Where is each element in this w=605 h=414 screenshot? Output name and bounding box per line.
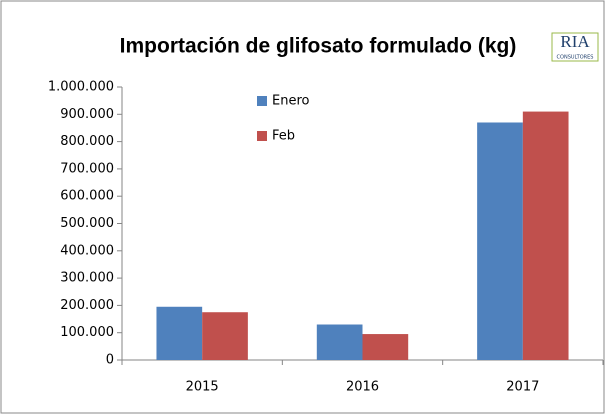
x-tick-label: 2017 xyxy=(506,380,539,395)
bar xyxy=(316,324,363,360)
y-tick-label: 700.000 xyxy=(60,161,114,176)
y-tick-label: 500.000 xyxy=(60,216,114,231)
x-tick-label: 2015 xyxy=(186,380,219,395)
y-tick-label: 400.000 xyxy=(60,243,114,258)
legend-label: Enero xyxy=(272,94,310,109)
y-tick-label: 300.000 xyxy=(60,271,114,286)
legend-swatch xyxy=(257,96,267,106)
bar xyxy=(477,122,523,361)
bar xyxy=(362,334,409,360)
bar xyxy=(202,312,248,360)
y-tick-label: 1.000.000 xyxy=(48,80,114,95)
y-tick-label: 0 xyxy=(106,353,114,368)
legend-label: Feb xyxy=(272,129,295,144)
logo: RIA xyxy=(560,32,590,51)
chart-title: Importación de glifosato formulado (kg) xyxy=(120,35,517,58)
logo-frame xyxy=(551,32,599,62)
y-tick-label: 800.000 xyxy=(60,134,114,149)
logo-subtitle: CONSULTORES xyxy=(557,55,594,61)
y-tick-label: 200.000 xyxy=(60,298,114,313)
y-tick-label: 100.000 xyxy=(60,325,114,340)
y-tick-label: 600.000 xyxy=(60,189,114,204)
bar xyxy=(156,306,203,360)
x-tick-label: 2016 xyxy=(346,380,379,395)
legend-swatch xyxy=(257,131,267,141)
y-tick-label: 900.000 xyxy=(60,107,114,122)
bar xyxy=(522,111,569,360)
